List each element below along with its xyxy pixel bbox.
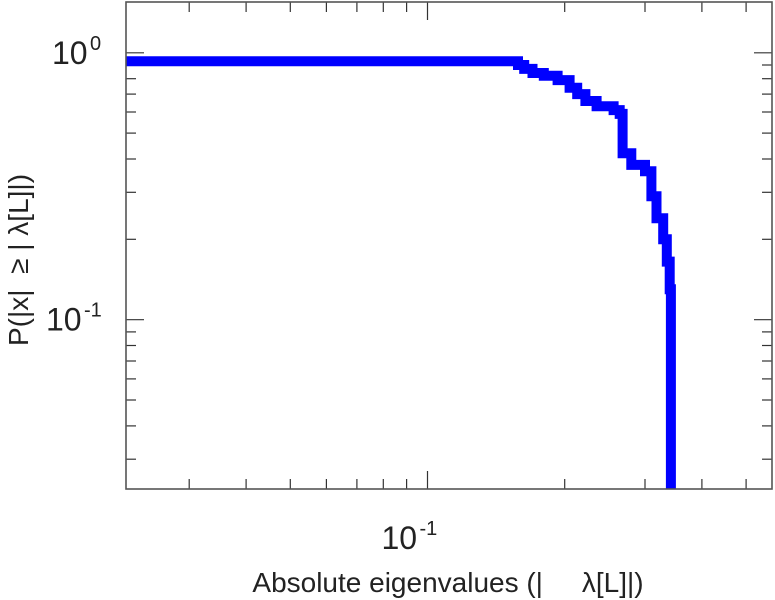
series-line <box>126 56 676 489</box>
y-tick-label-exponent: 0 <box>90 33 101 55</box>
y-tick-label-exponent: -1 <box>84 300 102 322</box>
axis-ticks <box>126 2 772 489</box>
y-axis-label: P(|x| ≥ | λ[L]|) <box>3 174 34 346</box>
x-axis-label: Absolute eigenvalues (| λ[L]|) <box>252 567 643 598</box>
y-tick-label-base: 10 <box>46 302 82 338</box>
x-tick-label-base: 10 <box>382 520 418 556</box>
y-tick-label-top: 10 0 <box>52 33 101 71</box>
y-tick-label-bottom: 10 -1 <box>46 300 102 338</box>
plot-frame <box>125 1 773 490</box>
x-tick-label: 10 -1 <box>382 518 438 556</box>
y-tick-label-base: 10 <box>52 35 88 71</box>
x-tick-label-exponent: -1 <box>420 518 438 540</box>
